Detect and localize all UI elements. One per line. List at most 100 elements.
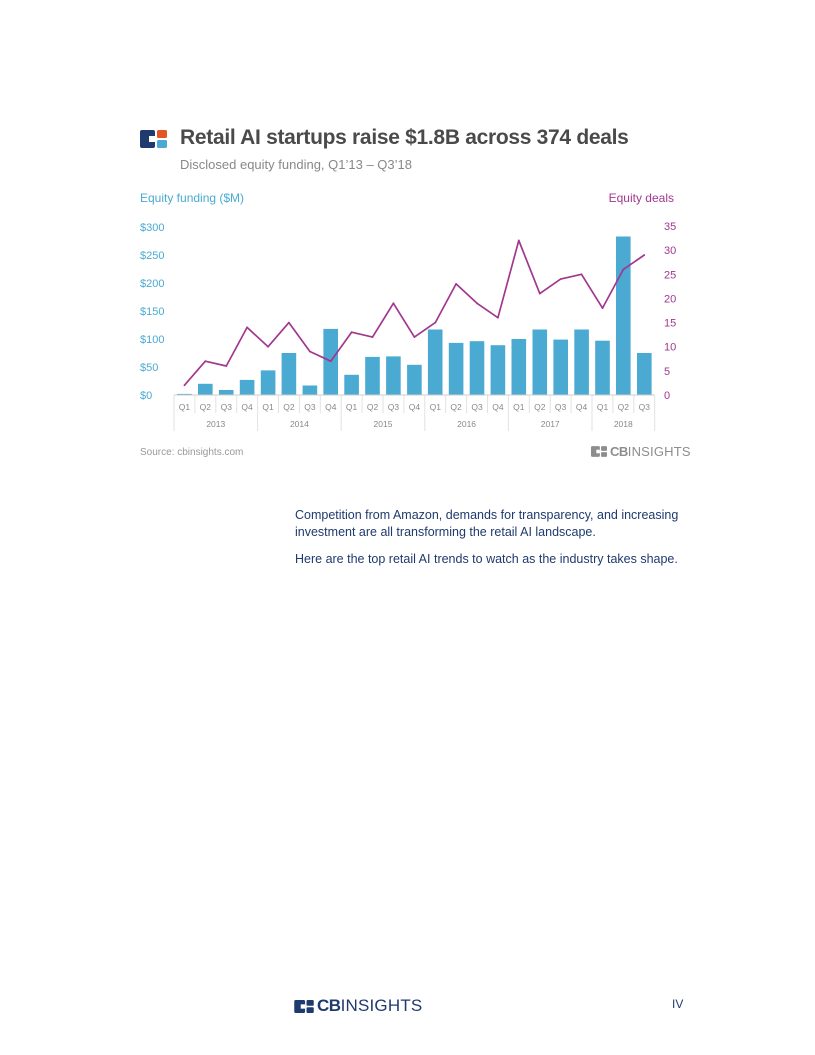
deals-point [288,321,290,324]
deals-point [559,278,562,280]
x-tick-label: Q3 [221,402,233,412]
x-tick-label: Q1 [346,402,358,412]
tick-labels: $0 $50 $100 $150 $200 $250 $300 0 5 10 15 20 25 30 35 Q… [140,221,676,429]
x-tick-label: Q3 [639,402,651,412]
y-right-tick-label: 25 [664,269,676,281]
deals-point [392,302,395,305]
bar [260,370,276,395]
x-tick-label: Q2 [534,402,546,412]
x-tick-label: Q4 [409,402,421,412]
x-tick-label: Q2 [450,402,462,412]
bar [637,353,652,395]
bar [448,342,464,395]
axes [173,394,656,431]
cb-logo-icon [591,446,607,457]
deals-point [413,336,416,338]
y-right-tick-label: 0 [664,390,670,402]
x-tick-label: Q1 [597,402,609,412]
deals-point [225,365,228,367]
bar [532,329,548,395]
x-tick-label: Q1 [179,402,191,412]
x-tick-label: Q1 [513,402,525,412]
y-right-tick-label: 10 [664,342,676,354]
x-tick-label: Q4 [492,402,504,412]
trends-paragraph: Here are the top retail AI trends to wat… [295,552,678,566]
bar [511,339,527,395]
y-right-tick-label: 15 [664,318,676,330]
year-label: 2015 [374,419,393,429]
bar [344,374,359,395]
deals-point [204,360,207,363]
deals-point [371,336,374,338]
bar [574,329,589,395]
deals-point [538,292,541,295]
y-left-tick-label: $150 [140,306,164,318]
y-left-axis-label: Equity funding ($M) [140,191,244,205]
logo-block-navy [140,130,155,148]
y-left-tick-label: $0 [140,390,152,402]
deals-point [497,316,499,319]
source-note: Source: cbinsights.com [140,447,244,458]
bar [177,393,192,395]
x-tick-label: Q4 [325,402,337,412]
cb-logo-icon [294,999,314,1013]
page-number: IV [672,997,684,1011]
deals-point [267,345,269,348]
bar [198,383,213,395]
bar [490,345,506,395]
x-tick-label: Q3 [555,402,567,412]
x-tick-label: Q3 [471,402,483,412]
cb-logo-icon [140,130,167,148]
bar [302,385,318,395]
bar [427,329,443,395]
y-left-tick-label: $50 [140,362,158,374]
y-right-tick-label: 20 [664,293,676,305]
bar [595,340,610,395]
x-tick-label: Q3 [388,402,400,412]
bar [365,356,380,395]
deals-point [643,254,646,256]
deals-point [246,326,249,329]
deals-point [601,307,604,309]
year-label: 2016 [457,419,476,429]
bar [386,356,401,395]
y-right-tick-label: 35 [664,221,676,233]
deals-point [183,384,186,387]
y-right-tick-label: 5 [664,366,670,378]
year-label: 2014 [290,419,309,429]
bar-series [177,236,652,395]
y-left-tick-label: $250 [140,250,164,262]
x-tick-label: Q4 [576,402,588,412]
x-tick-label: Q4 [241,402,253,412]
bar [218,390,234,395]
deals-point [622,268,625,271]
x-tick-label: Q1 [262,402,274,412]
deals-point [476,302,478,305]
x-tick-label: Q2 [367,402,379,412]
x-tick-label: Q3 [304,402,316,412]
chart-subtitle: Disclosed equity funding, Q1’13 – Q3’18 [180,157,412,172]
deals-point [517,239,520,242]
x-tick-label: Q2 [200,402,212,412]
bar [407,364,422,395]
footer-brand-wordmark: CB INSIGHTS [294,996,422,1016]
y-right-axis-label: Equity deals [609,191,674,205]
brand-bold-text: CB [610,444,628,459]
logo-block-teal [157,140,167,148]
chart-brand-wordmark: CB INSIGHTS [591,444,691,459]
intro-paragraph: Competition from Amazon, demands for tra… [295,508,679,539]
y-right-tick-label: 30 [664,245,676,257]
deals-point [329,360,332,363]
deals-point [309,350,311,353]
x-tick-label: Q1 [430,402,442,412]
deals-point [434,321,437,324]
deals-point [580,273,583,276]
line-series [183,239,646,387]
funding-chart: Equity funding ($M) Equity deals $0 $50 $1… [140,191,676,431]
deals-point [455,283,457,285]
y-left-tick-label: $200 [140,278,164,290]
bar [616,236,631,395]
year-label: 2017 [541,419,560,429]
bar [239,379,255,395]
bar [553,339,568,395]
